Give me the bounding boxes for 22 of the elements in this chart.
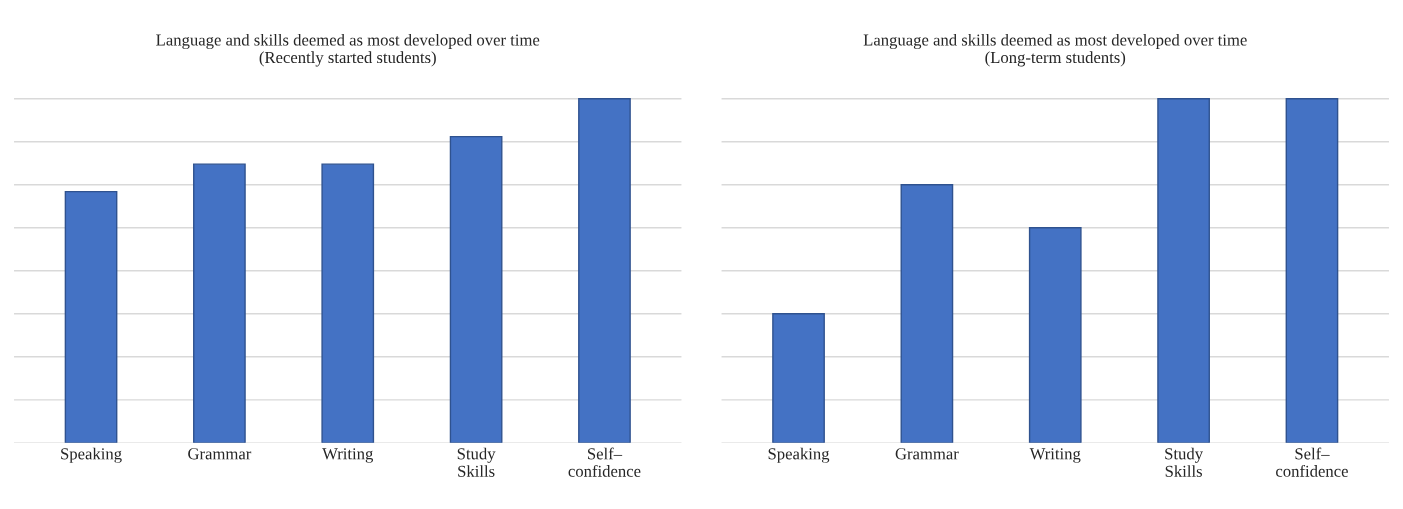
bar	[321, 163, 375, 443]
x-tick-label: Speaking	[61, 447, 122, 463]
x-tick-label: Grammar	[188, 448, 252, 460]
x-tick-label: Writing	[322, 448, 374, 463]
bar	[578, 98, 631, 443]
bar	[64, 190, 118, 443]
bar	[449, 135, 503, 443]
chart-title: Language and skills deemed as most developed over time (Long-term students)	[863, 33, 1247, 67]
x-tick-label: Study Skills	[457, 447, 496, 477]
bar	[193, 163, 246, 443]
x-tick-label: Writing	[1029, 448, 1081, 463]
x-tick-label: Self– confidence	[1276, 447, 1348, 477]
x-tick-label: Study Skills	[1165, 447, 1203, 477]
bar	[1028, 227, 1082, 443]
bar	[772, 313, 825, 443]
chart-title: Language and skills deemed as most developed over time (Recently started students)	[156, 33, 540, 67]
bar	[1285, 98, 1339, 443]
bar	[900, 184, 954, 443]
x-tick-label: Grammar	[895, 448, 959, 460]
x-tick-label: Self– confidence	[568, 447, 641, 477]
x-tick-label: Speaking	[768, 447, 830, 463]
bar	[1157, 98, 1210, 443]
